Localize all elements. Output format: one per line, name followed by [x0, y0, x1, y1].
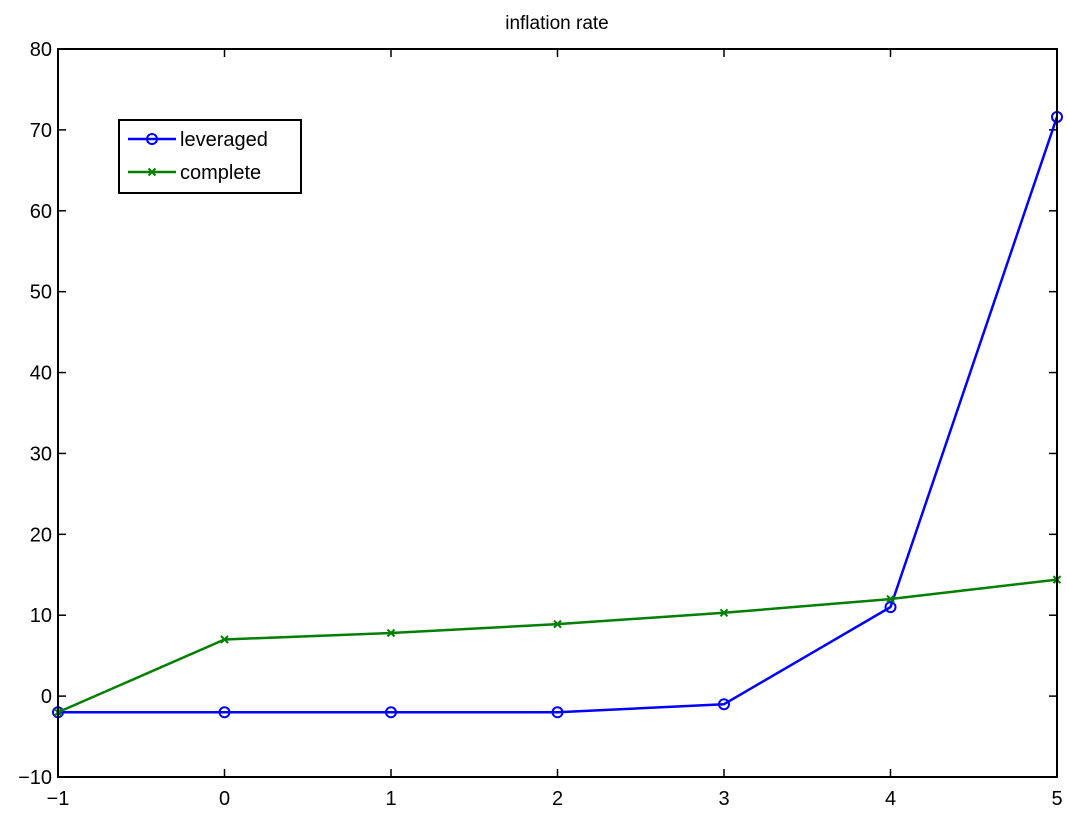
x-tick-label: −1 — [47, 788, 70, 810]
y-tick-label: 50 — [30, 282, 52, 304]
y-tick-label: 60 — [30, 201, 52, 223]
series-line-complete — [58, 580, 1057, 713]
x-tick-label: 3 — [718, 788, 729, 810]
legend-label-complete: complete — [180, 162, 261, 184]
y-tick-label: 70 — [30, 120, 52, 142]
y-tick-label: 80 — [30, 39, 52, 61]
x-tick-label: 2 — [552, 788, 563, 810]
y-tick-label: 20 — [30, 524, 52, 546]
legend: leveraged complete — [119, 120, 301, 193]
chart-title: inflation rate — [505, 13, 609, 34]
series-leveraged — [53, 112, 1062, 717]
x-tick-label: 4 — [885, 788, 896, 810]
y-tick-label: 30 — [30, 443, 52, 465]
series-layer — [53, 112, 1062, 717]
y-tick-label: −10 — [18, 767, 52, 789]
y-tick-label: 10 — [30, 605, 52, 627]
x-tick-label: 0 — [219, 788, 230, 810]
y-tick-label: 40 — [30, 363, 52, 385]
y-tick-label: 0 — [41, 686, 52, 708]
x-tick-label: 5 — [1051, 788, 1062, 810]
series-complete — [55, 576, 1061, 716]
x-tick-label: 1 — [385, 788, 396, 810]
legend-label-leveraged: leveraged — [180, 129, 268, 151]
